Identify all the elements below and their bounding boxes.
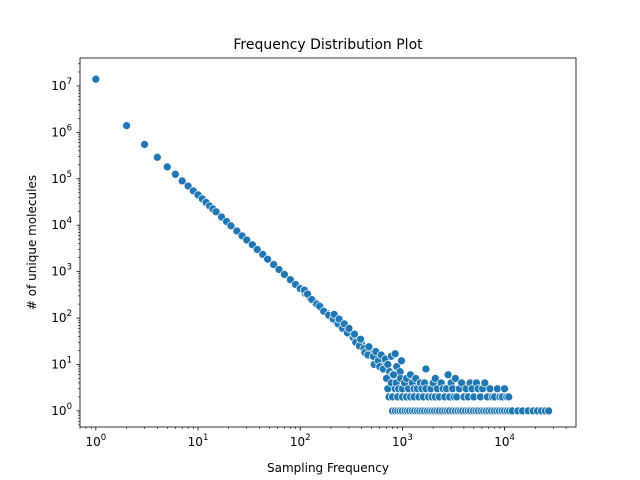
x-tick-label: 104 xyxy=(494,433,515,449)
data-point xyxy=(397,356,406,366)
y-tick-label: 100 xyxy=(51,402,72,418)
data-point xyxy=(389,370,398,380)
x-axis-label: Sampling Frequency xyxy=(267,461,389,475)
x-tick-label: 100 xyxy=(85,433,106,449)
x-tick-base: 10 xyxy=(290,435,305,449)
x-tick-base: 10 xyxy=(188,435,203,449)
data-point xyxy=(493,384,502,394)
data-point xyxy=(171,169,180,179)
y-tick-base: 10 xyxy=(51,357,66,371)
data-point xyxy=(91,74,101,84)
y-tick-base: 10 xyxy=(51,125,66,139)
y-tick-exponent: 5 xyxy=(67,170,72,180)
data-point xyxy=(162,162,172,172)
y-tick-base: 10 xyxy=(51,79,66,93)
x-tick-base: 10 xyxy=(392,435,407,449)
data-point xyxy=(153,152,162,162)
data-point xyxy=(140,140,149,149)
x-tick-label: 102 xyxy=(290,433,311,449)
data-point xyxy=(383,360,393,369)
data-point xyxy=(452,392,462,402)
data-point xyxy=(500,384,509,394)
data-point xyxy=(269,260,279,269)
plot-frame xyxy=(79,57,577,428)
data-point xyxy=(177,176,187,186)
y-tick-base: 10 xyxy=(51,172,66,186)
y-tick-label: 102 xyxy=(51,309,72,325)
data-point xyxy=(344,324,354,333)
y-axis-label: # of unique molecules xyxy=(25,175,39,310)
data-point xyxy=(390,349,400,359)
x-tick-exponent: 0 xyxy=(101,433,106,443)
y-tick-base: 10 xyxy=(51,404,66,418)
data-point xyxy=(263,254,272,264)
chart-title: Frequency Distribution Plot xyxy=(233,37,423,53)
y-tick-base: 10 xyxy=(51,311,66,325)
data-point xyxy=(504,392,514,402)
data-point xyxy=(443,370,453,380)
data-point xyxy=(451,374,460,383)
data-point xyxy=(274,265,284,274)
x-tick-exponent: 4 xyxy=(510,433,515,443)
x-tick-base: 10 xyxy=(85,435,100,449)
data-point xyxy=(252,245,262,254)
data-point xyxy=(280,270,289,279)
data-point xyxy=(421,364,431,374)
data-point xyxy=(485,384,495,394)
y-tick-exponent: 7 xyxy=(67,77,72,87)
data-point xyxy=(457,378,466,388)
data-point xyxy=(364,342,374,352)
data-point xyxy=(430,374,440,383)
y-tick-label: 101 xyxy=(51,355,72,371)
y-tick-label: 106 xyxy=(51,123,72,139)
y-tick-exponent: 4 xyxy=(67,216,72,226)
data-point xyxy=(544,406,554,416)
x-tick-label: 103 xyxy=(392,433,413,449)
y-tick-exponent: 0 xyxy=(67,402,72,412)
data-point xyxy=(356,334,365,344)
x-tick-base: 10 xyxy=(494,435,509,449)
x-tick-exponent: 3 xyxy=(407,433,412,443)
data-point xyxy=(226,221,236,231)
data-points xyxy=(91,74,554,416)
x-tick-label: 101 xyxy=(188,433,209,449)
data-point xyxy=(350,329,359,339)
y-tick-base: 10 xyxy=(51,218,66,232)
y-tick-exponent: 6 xyxy=(67,123,72,133)
y-tick-exponent: 2 xyxy=(67,309,72,319)
y-tick-label: 105 xyxy=(51,170,72,186)
y-tick-exponent: 3 xyxy=(67,263,72,273)
x-tick-exponent: 1 xyxy=(203,433,208,443)
data-point xyxy=(122,121,131,130)
y-tick-base: 10 xyxy=(51,265,66,279)
y-tick-label: 107 xyxy=(51,77,72,93)
data-point xyxy=(242,235,252,245)
y-tick-exponent: 1 xyxy=(67,355,72,365)
y-tick-label: 103 xyxy=(51,263,72,279)
y-tick-label: 104 xyxy=(51,216,72,232)
x-tick-exponent: 2 xyxy=(305,433,310,443)
data-point xyxy=(480,378,490,388)
data-point xyxy=(211,207,221,217)
